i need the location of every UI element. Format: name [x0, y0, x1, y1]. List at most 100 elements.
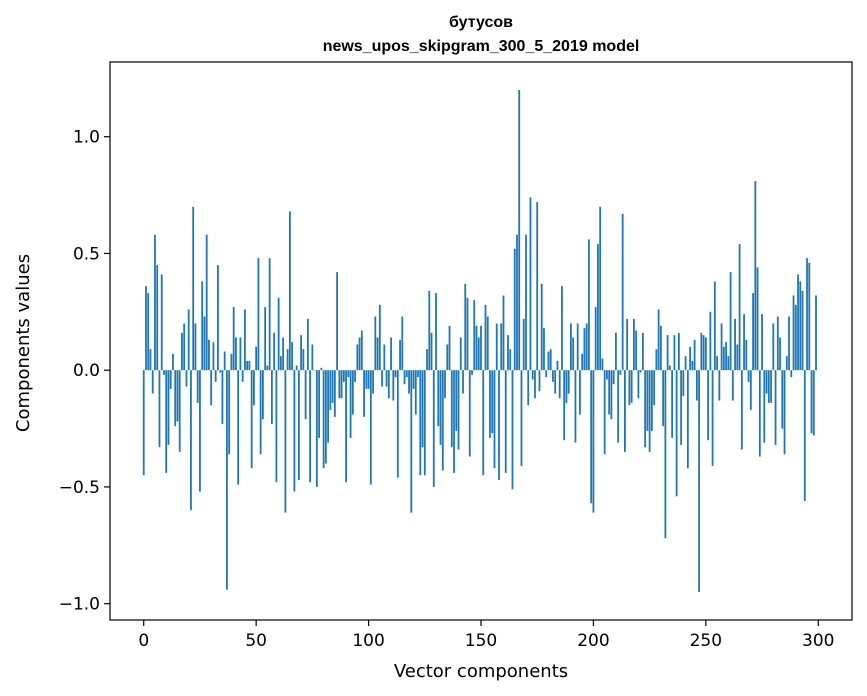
- y-tick-label: −1.0: [59, 595, 100, 615]
- bar: [772, 323, 775, 371]
- bar: [657, 309, 660, 371]
- bar: [176, 370, 179, 422]
- bar: [160, 274, 163, 371]
- bar: [163, 370, 165, 375]
- bar: [329, 370, 332, 410]
- bar: [563, 370, 566, 441]
- bar: [392, 370, 395, 401]
- bar: [253, 370, 255, 406]
- bar: [399, 339, 401, 371]
- bar: [641, 332, 644, 371]
- bar: [439, 370, 442, 445]
- bar: [633, 318, 635, 371]
- y-axis-ticks: −1.0 −0.5 0.0 0.5 1.0: [59, 128, 110, 615]
- bar: [579, 370, 581, 415]
- bar: [513, 248, 516, 371]
- bar: [788, 316, 790, 371]
- bar: [178, 370, 181, 452]
- bar: [603, 370, 606, 455]
- bar: [668, 365, 671, 371]
- bar: [230, 353, 233, 371]
- bar: [558, 370, 561, 399]
- bar: [686, 370, 689, 469]
- bar: [374, 316, 377, 371]
- bar: [540, 283, 543, 371]
- bar: [511, 370, 514, 490]
- bar: [320, 367, 323, 371]
- bar: [495, 323, 498, 371]
- bar: [531, 370, 534, 380]
- bar: [695, 370, 698, 401]
- bar: [601, 358, 604, 371]
- bar: [740, 370, 743, 450]
- bar: [212, 342, 215, 371]
- bar: [333, 370, 336, 417]
- bar: [774, 370, 777, 445]
- bar: [545, 370, 548, 378]
- bar: [538, 370, 541, 392]
- bar-series: [142, 90, 817, 592]
- bar: [194, 323, 197, 371]
- bar: [734, 318, 736, 371]
- bar: [720, 323, 723, 371]
- bar: [677, 332, 680, 371]
- bar: [356, 344, 359, 371]
- bar: [731, 370, 734, 401]
- bar: [354, 370, 356, 382]
- bar: [264, 307, 267, 371]
- bar: [565, 370, 568, 403]
- bar: [421, 370, 424, 448]
- bar: [145, 286, 147, 371]
- bar: [401, 316, 404, 371]
- bar: [257, 258, 260, 371]
- bar: [628, 370, 631, 406]
- bar: [707, 370, 709, 441]
- bar: [288, 211, 291, 371]
- bar: [237, 370, 240, 485]
- bar: [576, 323, 579, 371]
- bar: [806, 258, 808, 371]
- bar: [297, 370, 300, 480]
- bar: [300, 335, 303, 371]
- bar: [725, 342, 727, 371]
- bar: [291, 342, 294, 371]
- bar: [313, 370, 316, 371]
- bar: [435, 293, 437, 371]
- bar: [277, 297, 280, 371]
- bar: [599, 206, 602, 371]
- bar: [210, 370, 213, 406]
- bar: [214, 370, 217, 382]
- bar: [174, 370, 177, 427]
- bar: [756, 267, 759, 371]
- bar: [448, 325, 451, 371]
- bar: [529, 197, 532, 371]
- bar: [473, 300, 476, 371]
- bar: [221, 370, 224, 424]
- bar: [520, 370, 523, 466]
- bar: [446, 344, 449, 371]
- bar: [331, 370, 334, 403]
- bar: [246, 360, 249, 371]
- bar: [459, 337, 462, 371]
- bar: [765, 370, 768, 394]
- bar: [606, 370, 608, 380]
- bar: [635, 330, 638, 371]
- bar: [324, 370, 327, 464]
- bar: [648, 370, 651, 452]
- bar: [351, 370, 354, 415]
- bar: [154, 234, 156, 371]
- bar: [201, 281, 204, 371]
- bar: [491, 370, 494, 434]
- bar: [680, 370, 683, 445]
- bar: [597, 244, 599, 371]
- bar: [327, 370, 329, 443]
- bar: [749, 370, 752, 410]
- bar: [671, 370, 674, 438]
- bar: [561, 286, 563, 371]
- bar: [581, 353, 584, 371]
- y-tick-label: 0.5: [73, 244, 100, 264]
- bar: [815, 295, 817, 371]
- bar: [403, 370, 406, 385]
- bar: [390, 337, 392, 371]
